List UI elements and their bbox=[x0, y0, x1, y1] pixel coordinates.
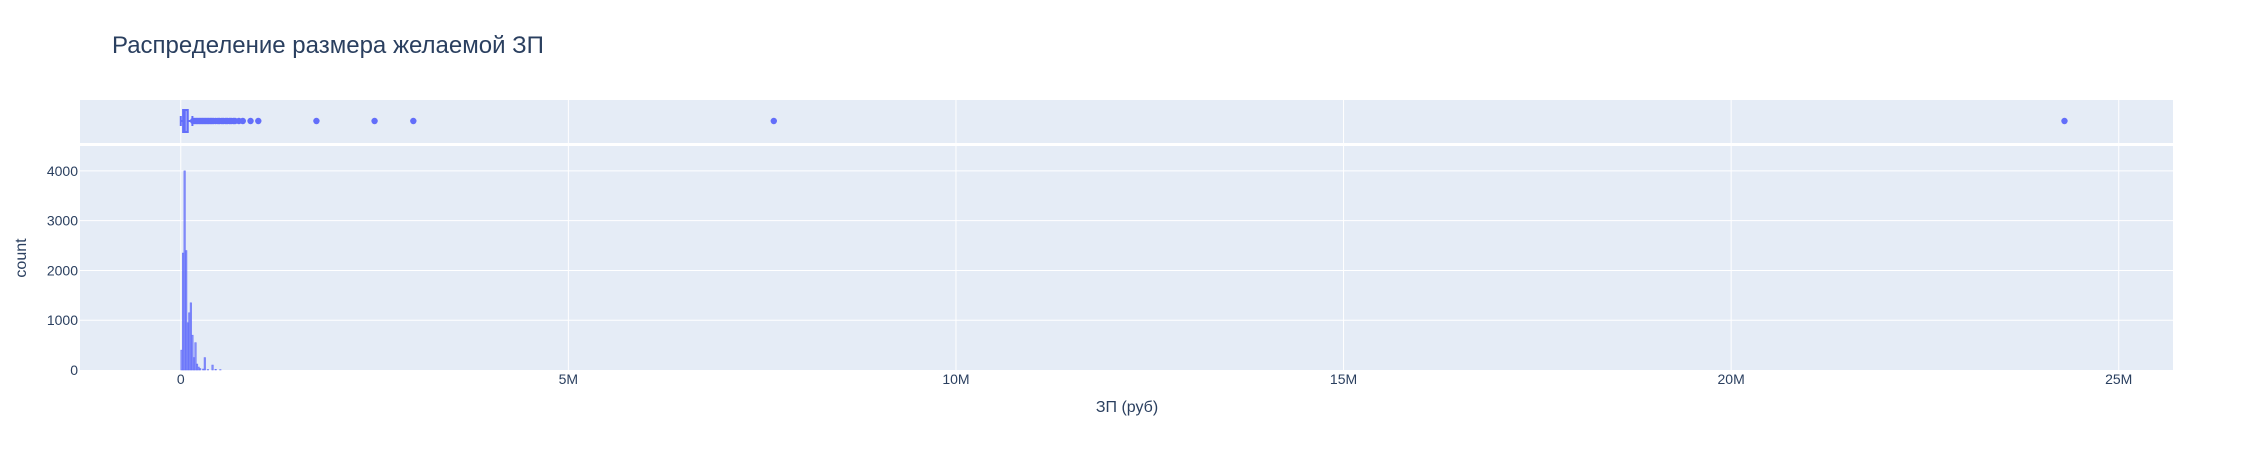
x-tick-label: 20M bbox=[1718, 371, 1745, 387]
histogram-bar bbox=[211, 364, 214, 371]
box-outlier-point bbox=[410, 117, 417, 125]
box-outlier-point bbox=[247, 117, 254, 125]
y-tick-label: 2000 bbox=[47, 262, 78, 278]
box-outlier-point bbox=[770, 117, 777, 125]
x-tick-label: 0 bbox=[177, 371, 185, 387]
histogram-bar bbox=[191, 334, 194, 371]
histogram-bar bbox=[199, 368, 202, 371]
box-outlier-point bbox=[2061, 117, 2068, 125]
box-outlier-point bbox=[313, 117, 320, 125]
marginal-plot-background bbox=[80, 100, 2173, 143]
chart-title: Распределение размера желаемой ЗП bbox=[112, 32, 544, 59]
histogram-bar bbox=[214, 369, 217, 371]
histogram-bars bbox=[180, 170, 222, 371]
histogram-bar bbox=[203, 357, 206, 371]
x-axis-ticks: 0 5M 10M 15M 20M 25M bbox=[177, 371, 2132, 387]
marginal-box-plot bbox=[179, 109, 2068, 133]
x-tick-label: 10M bbox=[942, 371, 969, 387]
x-tick-label: 15M bbox=[1330, 371, 1357, 387]
x-tick-label: 25M bbox=[2105, 371, 2132, 387]
grid-lines bbox=[80, 100, 2173, 370]
y-tick-label: 3000 bbox=[47, 213, 78, 229]
y-tick-label: 0 bbox=[70, 362, 78, 378]
box-outlier-point bbox=[255, 117, 262, 125]
histogram-bar bbox=[185, 250, 188, 371]
y-axis-title: count bbox=[13, 238, 30, 278]
main-plot-background bbox=[80, 146, 2173, 370]
box-outlier-point bbox=[371, 117, 378, 125]
histogram-bar bbox=[194, 342, 197, 371]
y-tick-label: 1000 bbox=[47, 312, 78, 328]
box-outlier-point bbox=[239, 117, 246, 125]
x-axis-title: ЗП (руб) bbox=[1096, 399, 1158, 416]
y-axis-ticks: 0 1000 2000 3000 4000 bbox=[47, 163, 78, 378]
x-tick-label: 5M bbox=[559, 371, 578, 387]
y-tick-label: 4000 bbox=[47, 163, 78, 179]
